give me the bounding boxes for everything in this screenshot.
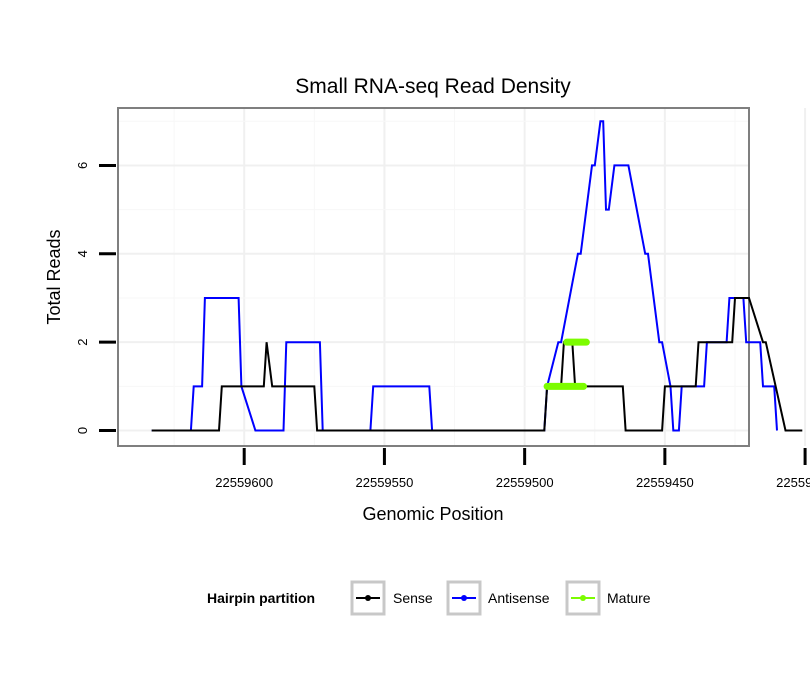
y-tick-label-3: 6 [75, 162, 90, 169]
chart-title: Small RNA-seq Read Density [295, 75, 571, 98]
series-antisense-line [151, 120, 778, 432]
x-tick-label-3: 22559450 [636, 475, 694, 490]
plot-panel-border [117, 107, 750, 447]
legend-title: Hairpin partition [207, 590, 315, 606]
legend-entry-antisense: Antisense [446, 580, 550, 616]
legend-entry-sense: Sense [350, 580, 433, 616]
x-tick-label-4: 22559400 [776, 475, 810, 490]
grid [118, 108, 807, 446]
y-tick-label-1: 2 [75, 339, 90, 346]
legend-point-mature [580, 595, 586, 601]
legend-entry-mature: Mature [565, 580, 651, 616]
legend-point-sense [365, 595, 371, 601]
y-axis-title: Total Reads [44, 229, 64, 324]
y-tick-label-2: 4 [75, 250, 90, 257]
x-tick-label-2: 22559500 [496, 475, 554, 490]
series-lines [151, 120, 803, 432]
y-tick-label-0: 0 [75, 427, 90, 434]
legend: Hairpin partition Sense Antisense Mature [207, 580, 651, 616]
legend-label-sense: Sense [393, 590, 433, 606]
x-axis-title: Genomic Position [362, 504, 503, 524]
y-axis: 0 2 4 6 [75, 162, 116, 434]
x-axis: 22559600 22559550 22559500 22559450 22559400 [215, 448, 810, 490]
legend-label-mature: Mature [607, 590, 651, 606]
x-tick-label-0: 22559600 [215, 475, 273, 490]
legend-point-antisense [461, 595, 467, 601]
legend-label-antisense: Antisense [488, 590, 550, 606]
plot-background [118, 108, 749, 446]
x-tick-label-1: 22559550 [356, 475, 414, 490]
